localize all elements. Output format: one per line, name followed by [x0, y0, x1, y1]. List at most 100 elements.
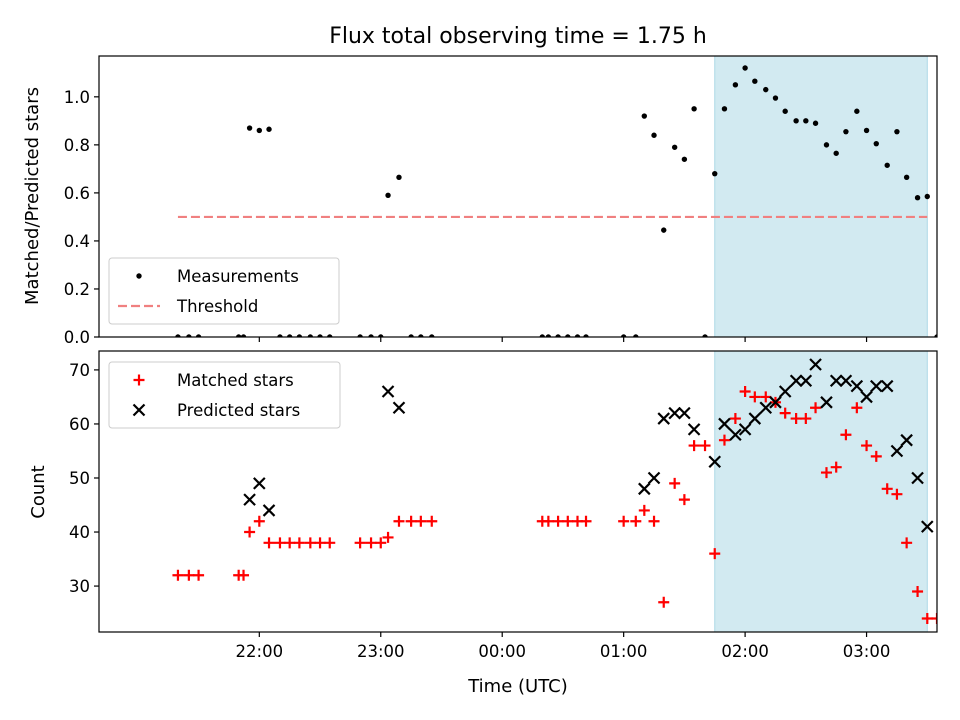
measurement-point — [742, 65, 748, 71]
measurement-point — [385, 192, 391, 198]
measurement-point — [903, 174, 910, 180]
matched-star-point — [870, 450, 882, 462]
figure-title: Flux total observing time = 1.75 h — [329, 24, 707, 49]
bottom-y-tick-label: 70 — [69, 361, 90, 380]
legend-matched-marker — [133, 374, 145, 386]
top-legend-box — [108, 257, 340, 325]
top-y-tick-label: 0.6 — [64, 184, 90, 203]
measurement-point — [408, 334, 414, 337]
measurement-point — [396, 174, 402, 180]
predicted-star-point — [769, 396, 782, 409]
matched-star-point — [881, 483, 893, 495]
measurement-point — [286, 334, 293, 337]
matched-star-point — [193, 569, 205, 581]
bottom-highlight-span — [714, 350, 928, 633]
legend-label: Threshold — [176, 297, 258, 316]
matched-star-point — [314, 537, 326, 549]
legend-predicted-marker — [132, 403, 146, 417]
measurement-point — [681, 156, 688, 162]
top-y-axis-label: Matched/Predicted stars — [22, 87, 43, 305]
measurement-point — [296, 334, 303, 337]
top-y-tick-label: 0.0 — [64, 328, 90, 347]
bottom-y-axis-label: Count — [28, 465, 49, 518]
top-highlight-span — [714, 55, 928, 338]
measurement-point — [763, 86, 769, 93]
predicted-star-point — [921, 520, 934, 533]
predicted-star-point — [381, 385, 395, 398]
bottom-legend-box — [108, 361, 341, 429]
matched-star-point — [542, 515, 554, 527]
measurement-point — [277, 334, 283, 337]
predicted-star-point — [647, 471, 661, 485]
matched-star-point — [760, 391, 772, 403]
predicted-star-point — [880, 379, 894, 393]
measurement-point — [175, 334, 181, 337]
top-y-tick-label: 0.2 — [64, 280, 90, 299]
bottom-y-tick-label: 30 — [69, 577, 90, 596]
measurement-point — [671, 144, 678, 150]
x-tick-label: 03:00 — [843, 642, 891, 661]
bottom-y-tick-label: 50 — [69, 469, 90, 488]
measurement-point — [833, 150, 839, 156]
bottom-y-tick-label: 40 — [69, 523, 90, 542]
x-tick-label: 23:00 — [357, 642, 405, 661]
matched-star-point — [618, 515, 630, 527]
predicted-star-point — [839, 374, 853, 387]
predicted-star-point — [789, 374, 803, 387]
measurement-point — [702, 334, 708, 337]
matched-star-point — [800, 413, 812, 425]
matched-star-point — [709, 548, 721, 560]
matched-star-point — [820, 467, 832, 479]
matched-star-point — [630, 515, 642, 527]
measurement-point — [539, 334, 545, 337]
measurement-point — [854, 108, 860, 114]
bottom-legend: Matched stars Predicted stars — [108, 361, 341, 429]
matched-star-point — [678, 494, 690, 506]
top-panel: Matched/Predicted stars 0.0 0.2 0.4 0.6 0.8 1… — [22, 55, 938, 347]
measurement-point — [357, 334, 363, 337]
measurement-point — [934, 334, 937, 337]
matched-star-point — [739, 386, 751, 398]
predicted-star-point — [392, 401, 406, 415]
predicted-star-point — [678, 406, 691, 420]
matched-star-point — [851, 402, 863, 414]
legend-label: Measurements — [177, 267, 299, 286]
predicted-star-point — [638, 482, 651, 496]
matched-star-point — [912, 585, 924, 597]
measurement-point — [429, 334, 435, 337]
measurement-point — [256, 127, 263, 134]
predicted-star-point — [911, 471, 924, 485]
bottom-y-tick-label: 60 — [69, 415, 90, 434]
bottom-axes-frame — [98, 350, 938, 633]
measurement-point — [555, 334, 561, 337]
measurement-point — [782, 108, 788, 114]
measurement-point — [894, 128, 900, 135]
top-y-tick-label: 0.8 — [64, 136, 90, 155]
measurement-point — [307, 334, 314, 337]
predicted-star-point — [243, 493, 256, 506]
matched-star-point — [172, 569, 184, 581]
predicted-star-point — [799, 374, 813, 387]
matched-star-point — [830, 461, 842, 473]
measurement-point — [651, 132, 657, 138]
matched-star-point — [810, 402, 822, 414]
top-axes-frame — [98, 55, 938, 338]
matched-star-point — [415, 515, 427, 527]
top-plot-area — [175, 65, 937, 337]
matched-star-point — [253, 515, 265, 527]
x-tick-label: 01:00 — [600, 642, 648, 661]
matched-star-point — [365, 537, 377, 549]
measurement-point — [803, 118, 809, 124]
legend-measurements-marker — [136, 273, 142, 279]
matched-star-point — [304, 537, 316, 549]
matched-star-point — [293, 537, 305, 549]
predicted-star-point — [718, 417, 731, 431]
predicted-star-point — [759, 401, 773, 415]
top-y-tick-label: 0.4 — [64, 232, 90, 251]
bottom-plot-area — [172, 358, 937, 624]
x-axis-label: Time (UTC) — [467, 676, 568, 697]
top-legend: Measurements Threshold — [108, 257, 340, 325]
measurement-point — [235, 334, 242, 337]
matched-star-point — [244, 526, 256, 538]
